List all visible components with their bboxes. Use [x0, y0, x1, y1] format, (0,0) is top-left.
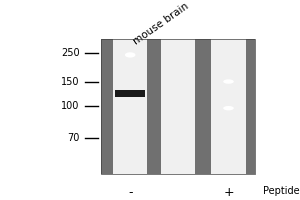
Text: mouse brain: mouse brain: [131, 1, 190, 46]
Bar: [115, 90, 146, 97]
Ellipse shape: [125, 52, 136, 58]
Text: 70: 70: [67, 133, 80, 143]
Bar: [161, 39, 195, 174]
Text: Peptide: Peptide: [263, 186, 300, 196]
Text: 100: 100: [61, 101, 80, 111]
Ellipse shape: [223, 79, 234, 84]
Bar: [148, 39, 161, 174]
Text: 150: 150: [61, 77, 80, 87]
Text: 250: 250: [61, 48, 80, 58]
Text: +: +: [223, 186, 234, 199]
Bar: [113, 39, 148, 174]
Bar: [101, 39, 255, 174]
Bar: [101, 39, 255, 174]
Bar: [211, 39, 246, 174]
Ellipse shape: [223, 106, 234, 110]
Text: -: -: [128, 186, 132, 199]
Bar: [195, 39, 211, 174]
